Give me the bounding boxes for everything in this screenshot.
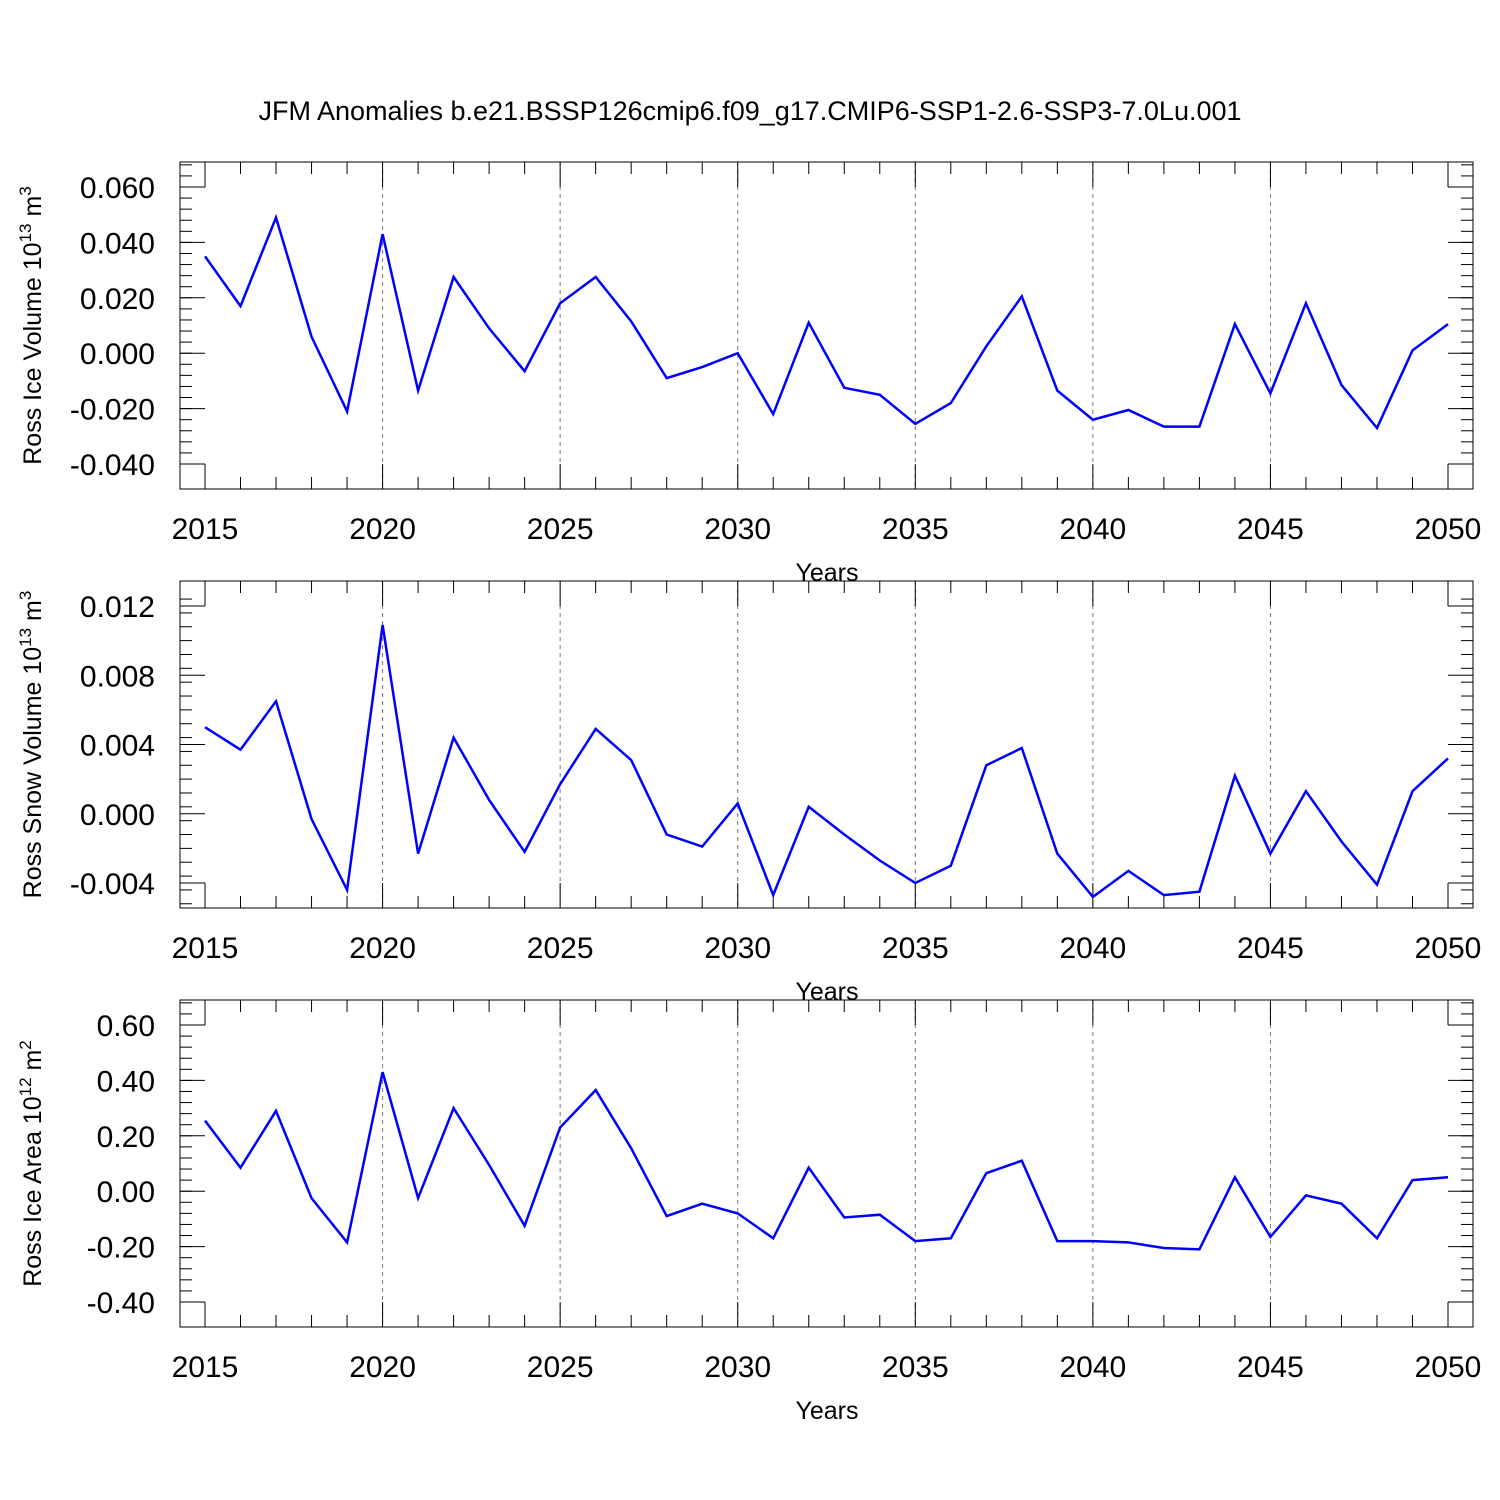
x-tick-label: 2040 [1059,513,1126,546]
x-tick-label: 2050 [1415,932,1482,965]
x-tick-label: 2015 [172,513,239,546]
x-tick-label: 2050 [1415,513,1482,546]
series-line [204,1071,1449,1251]
chart-panel-2: 2015 2020 2025 2030 2035 2040 2045 2050 Years -0.… [16,580,1482,1006]
plot-frame [179,580,1474,909]
y-axis-label-unit: m [19,196,47,224]
y-tick-label: 0.000 [80,338,155,371]
x-tick-label: 2035 [882,513,949,546]
y-axis-label-exponent: 12 [16,1077,35,1096]
y-axis-label-exponent: 13 [16,628,35,647]
y-tick-label: 0.008 [80,660,155,693]
x-tick-label: 2030 [704,513,771,546]
y-tick-label: 0.040 [80,227,155,260]
x-tick-label: 2015 [172,1351,239,1384]
x-tick-label: 2035 [882,1351,949,1384]
y-tick-label: -0.004 [70,868,155,901]
y-tick-label: 0.012 [80,591,155,624]
chart-panel-1: 2015 2020 2025 2030 2035 2040 2045 2050 Years -0.… [16,161,1482,587]
figure-title: JFM Anomalies b.e21.BSSP126cmip6.f09_g17… [258,96,1242,126]
y-tick-label: -0.40 [87,1287,155,1320]
y-axis-label-unit-exponent: 3 [16,591,35,600]
x-axis-label: Years [795,1397,858,1425]
series-line [203,213,1449,431]
x-tick-label: 2025 [527,932,594,965]
x-tick-label: 2020 [349,932,416,965]
y-tick-label: -0.20 [87,1232,155,1265]
y-axis-label-base: Ross Snow Volume 10 [19,647,47,899]
y-tick-label: 0.40 [97,1065,155,1098]
x-axis-label: Years [795,978,858,1006]
y-axis-label: Ross Snow Volume 1013 m3 [16,591,47,899]
x-tick-label: 2015 [172,932,239,965]
x-tick-label: 2030 [704,932,771,965]
plot-frame [179,161,1474,490]
x-tick-label: 2040 [1059,932,1126,965]
plot-frame [179,999,1474,1328]
x-tick-label: 2045 [1237,1351,1304,1384]
x-tick-label: 2025 [527,513,594,546]
x-tick-label: 2020 [349,1351,416,1384]
x-tick-label: 2045 [1237,932,1304,965]
x-tick-label: 2025 [527,1351,594,1384]
y-tick-label: 0.020 [80,283,155,316]
chart-panel-3: 2015 2020 2025 2030 2035 2040 2045 2050 Years -0.… [16,999,1482,1425]
y-tick-label: -0.040 [70,449,155,482]
y-tick-label: 0.060 [80,172,155,205]
y-axis-label-unit-exponent: 3 [16,186,35,195]
y-tick-label: 0.20 [97,1121,155,1154]
y-tick-label: -0.020 [70,394,155,427]
x-tick-label: 2020 [349,513,416,546]
x-tick-label: 2040 [1059,1351,1126,1384]
y-axis-label-base: Ross Ice Volume 10 [19,242,47,464]
series-line [204,624,1449,899]
y-axis-label-base: Ross Ice Area 10 [19,1096,47,1286]
y-axis-label-unit-exponent: 2 [16,1040,35,1049]
x-tick-label: 2030 [704,1351,771,1384]
y-axis-label-unit: m [19,1050,47,1078]
y-tick-label: 0.004 [80,730,155,763]
y-axis-label-exponent: 13 [16,223,35,242]
y-axis-label-unit: m [19,600,47,628]
x-axis-label: Years [795,559,858,587]
y-axis-label: Ross Ice Area 1012 m2 [16,1040,47,1287]
x-tick-label: 2050 [1415,1351,1482,1384]
x-tick-label: 2035 [882,932,949,965]
x-tick-label: 2045 [1237,513,1304,546]
y-tick-label: 0.000 [80,799,155,832]
y-tick-label: 0.60 [97,1010,155,1043]
y-axis-label: Ross Ice Volume 1013 m3 [16,186,47,465]
y-tick-label: 0.00 [97,1176,155,1209]
